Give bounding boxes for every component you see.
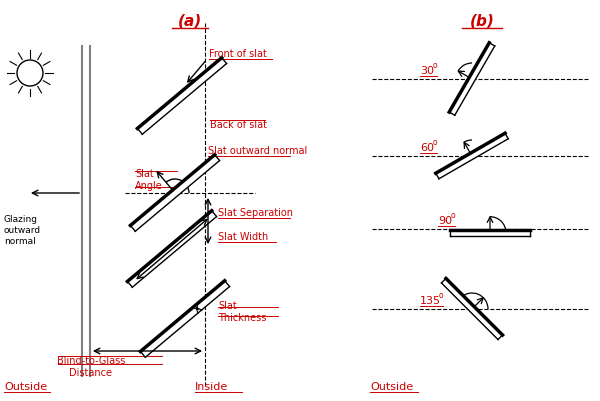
Text: o: o <box>433 138 437 147</box>
Polygon shape <box>449 44 495 116</box>
Text: o: o <box>433 61 437 70</box>
Text: o: o <box>439 291 443 300</box>
Text: Inside: Inside <box>195 381 228 391</box>
Text: (a): (a) <box>178 14 202 29</box>
Polygon shape <box>140 281 230 357</box>
Text: Slat Width: Slat Width <box>218 231 268 241</box>
Text: Slat Separation: Slat Separation <box>218 207 293 217</box>
Text: Slat
Thickness: Slat Thickness <box>218 300 266 322</box>
Text: Outside: Outside <box>370 381 413 391</box>
Text: Slat outward normal: Slat outward normal <box>208 146 307 156</box>
Text: Outside: Outside <box>4 381 47 391</box>
Text: 90: 90 <box>438 215 452 225</box>
Polygon shape <box>137 59 227 135</box>
Text: 60: 60 <box>420 143 434 153</box>
Polygon shape <box>127 211 217 288</box>
Text: Front of slat: Front of slat <box>209 49 267 59</box>
Polygon shape <box>130 155 220 232</box>
Polygon shape <box>436 134 508 179</box>
Polygon shape <box>442 279 503 340</box>
Text: Back of slat: Back of slat <box>210 120 267 130</box>
Text: 30: 30 <box>420 66 434 76</box>
Polygon shape <box>450 230 530 236</box>
Text: (b): (b) <box>470 14 494 29</box>
Text: Slat
Angle: Slat Angle <box>135 169 163 190</box>
Text: Blind-to-Glass
Distance: Blind-to-Glass Distance <box>57 355 125 377</box>
Text: o: o <box>451 211 455 220</box>
Text: Glazing
outward
normal: Glazing outward normal <box>4 214 41 245</box>
Text: 135: 135 <box>420 295 441 305</box>
